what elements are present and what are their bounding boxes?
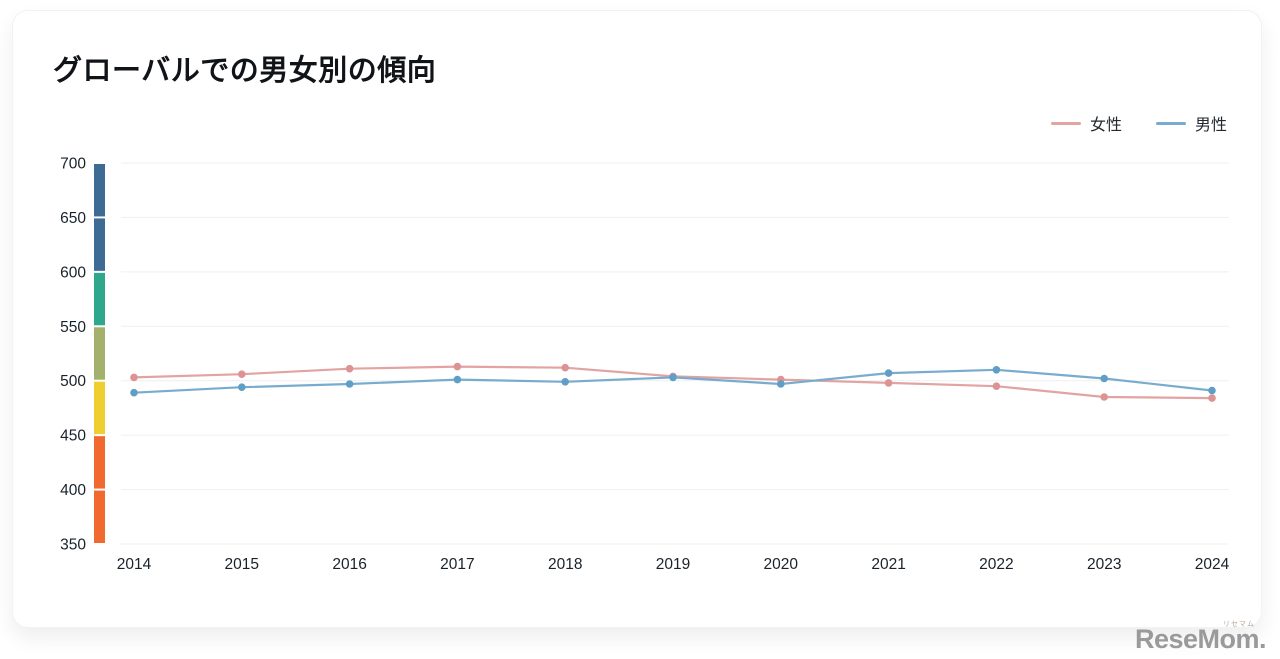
y-tick-label: 350 <box>60 537 86 554</box>
x-tick-label: 2020 <box>764 556 799 573</box>
y-tick-label: 450 <box>60 428 86 445</box>
data-point <box>669 373 677 382</box>
axis-band-segment <box>94 218 105 271</box>
x-tick-label: 2023 <box>1087 556 1121 573</box>
data-point <box>992 382 1001 390</box>
y-tick-label: 550 <box>60 319 86 336</box>
x-tick-label: 2024 <box>1195 556 1230 573</box>
axis-band-segment <box>94 381 105 435</box>
resemom-logo: リセマム ReseMom. <box>1134 621 1267 654</box>
data-point <box>130 373 138 382</box>
series-line <box>132 365 1214 400</box>
data-point <box>777 380 785 388</box>
legend-item-female[interactable]: 女性 <box>1050 111 1122 135</box>
y-tick-label: 600 <box>60 264 86 281</box>
x-tick-label: 2016 <box>332 556 366 573</box>
legend-label-female: 女性 <box>1089 117 1122 134</box>
x-tick-label: 2018 <box>548 556 582 573</box>
x-tick-label: 2019 <box>656 556 690 573</box>
axis-band-segment <box>94 436 105 489</box>
y-tick-label: 650 <box>60 210 86 227</box>
data-point <box>561 363 569 372</box>
x-tick-label: 2017 <box>440 556 474 573</box>
axis-band-segment <box>94 327 105 380</box>
legend-label-male: 男性 <box>1194 117 1227 134</box>
data-point <box>1208 394 1216 402</box>
data-point <box>884 379 893 387</box>
legend-item-male[interactable]: 男性 <box>1155 111 1227 135</box>
resemom-logo-ruby: リセマム <box>1223 621 1255 628</box>
chart-title: グローバルでの男女別の傾向 <box>53 55 437 87</box>
data-point <box>992 366 1001 374</box>
data-point <box>238 383 246 391</box>
data-point <box>238 370 246 378</box>
line-chart: 700 650 600 550 500 450 400 350 2014 2015 2016 2017… <box>60 156 1230 574</box>
data-point <box>345 380 354 388</box>
y-tick-label: 400 <box>60 482 86 499</box>
x-tick-label: 2022 <box>979 556 1013 573</box>
data-point <box>1208 386 1216 395</box>
axis-band-segment <box>94 490 105 543</box>
data-point <box>1100 374 1108 383</box>
y-tick-label: 500 <box>60 373 86 390</box>
data-point <box>453 362 462 371</box>
female-series-swatch <box>1050 121 1081 125</box>
axis-band-segment <box>94 272 105 326</box>
data-point <box>345 364 354 373</box>
legend: 女性 男性 <box>1050 111 1227 135</box>
data-point <box>130 388 138 397</box>
male-series-swatch <box>1155 121 1186 125</box>
resemom-logo-text: ReseMom. <box>1134 624 1267 654</box>
x-tick-label: 2014 <box>117 556 152 573</box>
data-point <box>453 375 462 384</box>
x-tick-label: 2015 <box>225 556 259 573</box>
data-point <box>561 378 569 386</box>
data-point <box>1100 393 1108 401</box>
chart-card: グローバルでの男女別の傾向 女性 男性 700 650 600 550 500 450 40… <box>12 10 1262 628</box>
x-tick-label: 2021 <box>871 556 905 573</box>
data-point <box>884 369 893 377</box>
y-tick-label: 700 <box>60 156 86 173</box>
axis-band-segment <box>94 164 105 217</box>
